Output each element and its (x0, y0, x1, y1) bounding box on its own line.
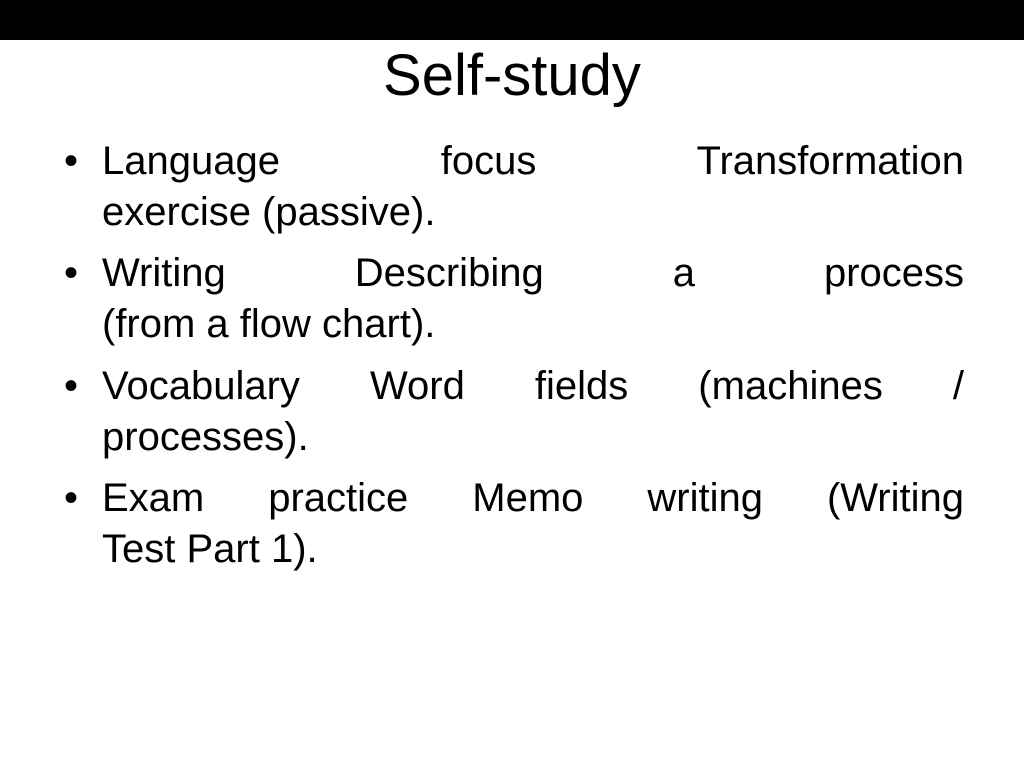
list-item: Exam practice Memo writing (Writing Test… (60, 473, 964, 575)
bullet-line: (from a flow chart). (102, 299, 964, 350)
bullet-line: Test Part 1). (102, 524, 964, 575)
bullet-line: exercise (passive). (102, 187, 964, 238)
bullet-list: Language focus Transformation exercise (… (60, 136, 964, 576)
title-container: Self-study (0, 70, 1024, 108)
bullet-line: processes). (102, 412, 964, 463)
slide-title: Self-study (0, 40, 1024, 108)
bullet-line: Exam practice Memo writing (Writing (102, 473, 964, 524)
list-item: Vocabulary Word fields (machines / proce… (60, 361, 964, 463)
list-item: Language focus Transformation exercise (… (60, 136, 964, 238)
list-item: Writing Describing a process (from a flo… (60, 248, 964, 350)
bullet-line: Language focus Transformation (102, 136, 964, 187)
bullet-line: Vocabulary Word fields (machines / (102, 361, 964, 412)
bullet-line: Writing Describing a process (102, 248, 964, 299)
slide-content: Language focus Transformation exercise (… (0, 108, 1024, 576)
